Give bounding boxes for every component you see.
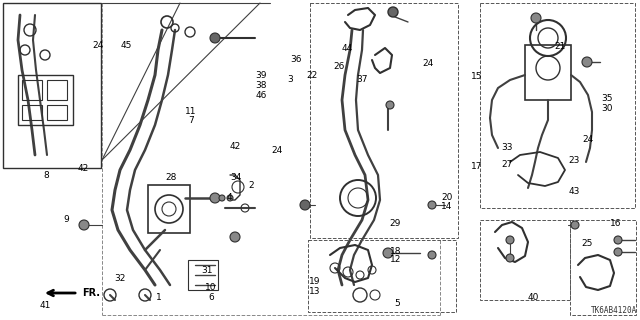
Bar — [47, 105, 67, 120]
Circle shape — [300, 200, 310, 210]
Circle shape — [386, 101, 394, 109]
Text: 42: 42 — [230, 142, 241, 151]
Circle shape — [219, 195, 225, 201]
Text: 21: 21 — [554, 42, 566, 51]
Text: 45: 45 — [121, 41, 132, 50]
Text: 33: 33 — [502, 143, 513, 152]
Circle shape — [506, 236, 514, 244]
Text: 27: 27 — [502, 160, 513, 169]
Text: 15: 15 — [471, 72, 483, 81]
Bar — [22, 105, 42, 120]
Text: 2: 2 — [249, 181, 254, 190]
Text: 38: 38 — [255, 81, 267, 90]
Circle shape — [614, 236, 622, 244]
Text: 30: 30 — [601, 104, 612, 113]
Text: 11: 11 — [185, 107, 196, 116]
Bar — [148, 185, 190, 233]
Text: 29: 29 — [390, 220, 401, 228]
Text: 37: 37 — [356, 75, 367, 84]
Text: TK6AB4120A: TK6AB4120A — [591, 306, 637, 315]
Circle shape — [428, 201, 436, 209]
Text: 43: 43 — [568, 187, 580, 196]
Text: 6: 6 — [209, 293, 214, 302]
Text: 13: 13 — [309, 287, 321, 296]
Text: 32: 32 — [115, 274, 126, 283]
Bar — [480, 3, 635, 208]
Text: 36: 36 — [291, 55, 302, 64]
Text: FR.: FR. — [82, 288, 100, 298]
Text: 28: 28 — [166, 173, 177, 182]
Text: 24: 24 — [92, 41, 104, 50]
Text: 17: 17 — [471, 162, 483, 171]
Text: 10: 10 — [205, 284, 217, 292]
Bar — [480, 220, 570, 300]
Circle shape — [227, 195, 233, 201]
Bar — [18, 75, 73, 125]
Circle shape — [531, 13, 541, 23]
Bar — [525, 45, 571, 100]
Bar — [47, 80, 67, 100]
Circle shape — [582, 57, 592, 67]
Bar — [308, 240, 456, 312]
Text: 22: 22 — [307, 71, 318, 80]
Circle shape — [230, 232, 240, 242]
Text: 40: 40 — [527, 293, 539, 302]
Text: 18: 18 — [390, 247, 401, 256]
Text: 24: 24 — [422, 60, 433, 68]
Bar — [570, 220, 636, 315]
Text: 44: 44 — [342, 44, 353, 53]
Text: 8: 8 — [44, 171, 49, 180]
Text: 46: 46 — [255, 91, 267, 100]
Text: 12: 12 — [390, 255, 401, 264]
Circle shape — [383, 248, 393, 258]
Text: 19: 19 — [309, 277, 321, 286]
Bar — [3, 3, 101, 168]
Circle shape — [210, 33, 220, 43]
Text: 31: 31 — [201, 266, 212, 275]
Text: 34: 34 — [230, 173, 241, 182]
Bar — [310, 3, 458, 238]
Bar — [188, 260, 218, 290]
Text: 41: 41 — [39, 301, 51, 310]
Circle shape — [571, 221, 579, 229]
Text: 14: 14 — [441, 202, 452, 211]
Text: 9: 9 — [63, 215, 68, 224]
Text: 35: 35 — [601, 94, 612, 103]
Text: 4: 4 — [227, 193, 232, 202]
Circle shape — [79, 220, 89, 230]
Text: 1: 1 — [156, 293, 161, 302]
Circle shape — [428, 251, 436, 259]
Text: 24: 24 — [582, 135, 593, 144]
Text: 16: 16 — [610, 220, 621, 228]
Text: 42: 42 — [77, 164, 89, 173]
Text: 23: 23 — [568, 156, 580, 165]
Text: 25: 25 — [582, 239, 593, 248]
Text: 39: 39 — [255, 71, 267, 80]
Circle shape — [210, 193, 220, 203]
Text: 20: 20 — [441, 193, 452, 202]
Text: 24: 24 — [271, 146, 283, 155]
Circle shape — [506, 254, 514, 262]
Circle shape — [614, 248, 622, 256]
Circle shape — [388, 7, 398, 17]
Text: 5: 5 — [394, 300, 399, 308]
Text: 3: 3 — [287, 75, 292, 84]
Text: 7: 7 — [188, 116, 193, 125]
Bar — [22, 80, 42, 100]
Text: 26: 26 — [333, 62, 345, 71]
